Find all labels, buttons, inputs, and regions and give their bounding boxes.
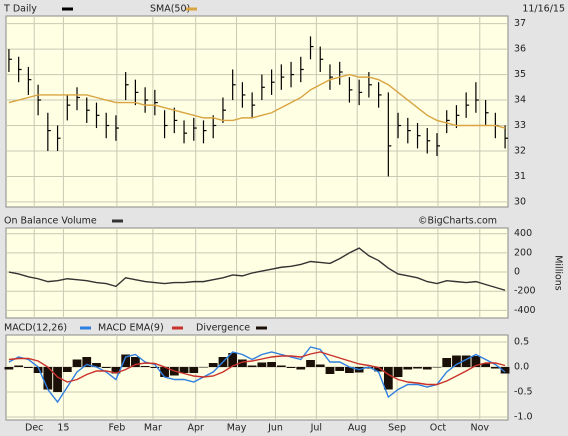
y-tick-label: 31 [514, 171, 526, 182]
y-tick-label: -1.0 [514, 412, 533, 423]
divergence-bar [62, 367, 72, 372]
legend-label: SMA(50) [150, 4, 190, 15]
divergence-bar [500, 367, 510, 374]
divergence-bar [92, 363, 101, 367]
divergence-bar [111, 367, 121, 374]
x-tick-label: Apr [187, 423, 204, 434]
divergence-bar [276, 365, 286, 367]
legend-label: T Daily [3, 4, 37, 15]
divergence-bar [82, 357, 92, 367]
y-tick-label: 37 [514, 18, 526, 29]
divergence-bar [150, 367, 160, 368]
y-tick-label: -200 [514, 286, 536, 297]
divergence-bar [208, 363, 218, 367]
line [8, 346, 506, 404]
divergence-bar [247, 365, 257, 367]
divergence-bar [189, 367, 199, 373]
divergence-bar [228, 353, 238, 367]
divergence-bar [238, 359, 247, 367]
divergence-bar [306, 360, 315, 367]
date-label: 11/16/15 [522, 4, 565, 15]
divergence-bar [490, 367, 500, 369]
y-tick-label: -400 [514, 305, 536, 316]
y-tick-label: 35 [514, 69, 526, 80]
x-tick-label: Sep [388, 423, 406, 434]
divergence-bar [374, 367, 383, 372]
macd-panel [5, 334, 509, 421]
divergence-bar [140, 366, 150, 367]
x-tick-label: Feb [108, 423, 125, 434]
y-tick-label: 0 [514, 267, 520, 278]
y-tick-label: 36 [514, 44, 526, 55]
y-tick-label: 33 [514, 120, 526, 131]
y-tick-label: 30 [514, 196, 526, 207]
divergence-bar [315, 364, 325, 367]
divergence-bar [452, 355, 461, 367]
y-tick-label: 32 [514, 145, 526, 156]
divergence-bar [267, 362, 276, 367]
divergence-bar [422, 367, 432, 370]
y-tick-label: 200 [514, 247, 532, 258]
divergence-bar [335, 367, 345, 371]
divergence-bar [432, 367, 442, 368]
divergence-bar [53, 367, 62, 392]
price-panel [5, 15, 509, 208]
legend-label: MACD EMA(9) [98, 323, 164, 334]
watermark: ©BigCharts.com [418, 216, 497, 227]
divergence-bar [72, 359, 82, 367]
y-tick-label: 34 [514, 95, 526, 106]
divergence-bar [403, 367, 413, 370]
x-tick-label: Nov [471, 423, 490, 434]
x-tick-label: Jul [310, 423, 322, 434]
x-tick-label: May [227, 423, 247, 434]
x-tick-label: 15 [57, 423, 69, 434]
x-tick-label: Jun [267, 423, 283, 434]
divergence-bar [23, 367, 33, 368]
y-tick-label: 400 [514, 228, 532, 239]
divergence-bar [160, 367, 169, 377]
divergence-bar [413, 367, 422, 369]
x-tick-label: Oct [430, 423, 447, 434]
divergence-bar [383, 367, 393, 390]
x-tick-label: Aug [348, 423, 367, 434]
divergence-bar [345, 367, 354, 373]
line [8, 73, 506, 129]
line [8, 247, 506, 291]
divergence-bar [121, 354, 131, 367]
divergence-bar [393, 367, 403, 377]
divergence-bar [199, 367, 208, 368]
divergence-bar [257, 362, 267, 367]
divergence-bar [33, 367, 43, 373]
legend-label: MACD(12,26) [4, 323, 67, 334]
divergence-bar [179, 367, 189, 373]
legend-label: Divergence [196, 323, 250, 334]
divergence-bar [442, 358, 452, 367]
divergence-bar [286, 367, 296, 368]
divergence-bar [481, 363, 491, 367]
y-axis-label: Millions [553, 255, 564, 291]
y-tick-label: -0.5 [514, 387, 533, 398]
y-tick-label: 0.5 [514, 337, 529, 348]
divergence-bar [471, 356, 481, 367]
divergence-bar [101, 367, 111, 368]
divergence-bar [14, 365, 24, 367]
y-tick-label: 0.0 [514, 362, 529, 373]
divergence-bar [4, 367, 14, 370]
x-tick-label: Mar [144, 423, 162, 434]
divergence-bar [296, 367, 306, 370]
divergence-bar [325, 367, 335, 374]
divergence-bar [131, 357, 140, 367]
divergence-bar [461, 355, 471, 367]
divergence-bar [43, 367, 53, 390]
line [8, 351, 506, 386]
x-tick-label: Dec [25, 423, 43, 434]
legend-label: On Balance Volume [4, 216, 97, 227]
obv-panel [5, 227, 509, 319]
